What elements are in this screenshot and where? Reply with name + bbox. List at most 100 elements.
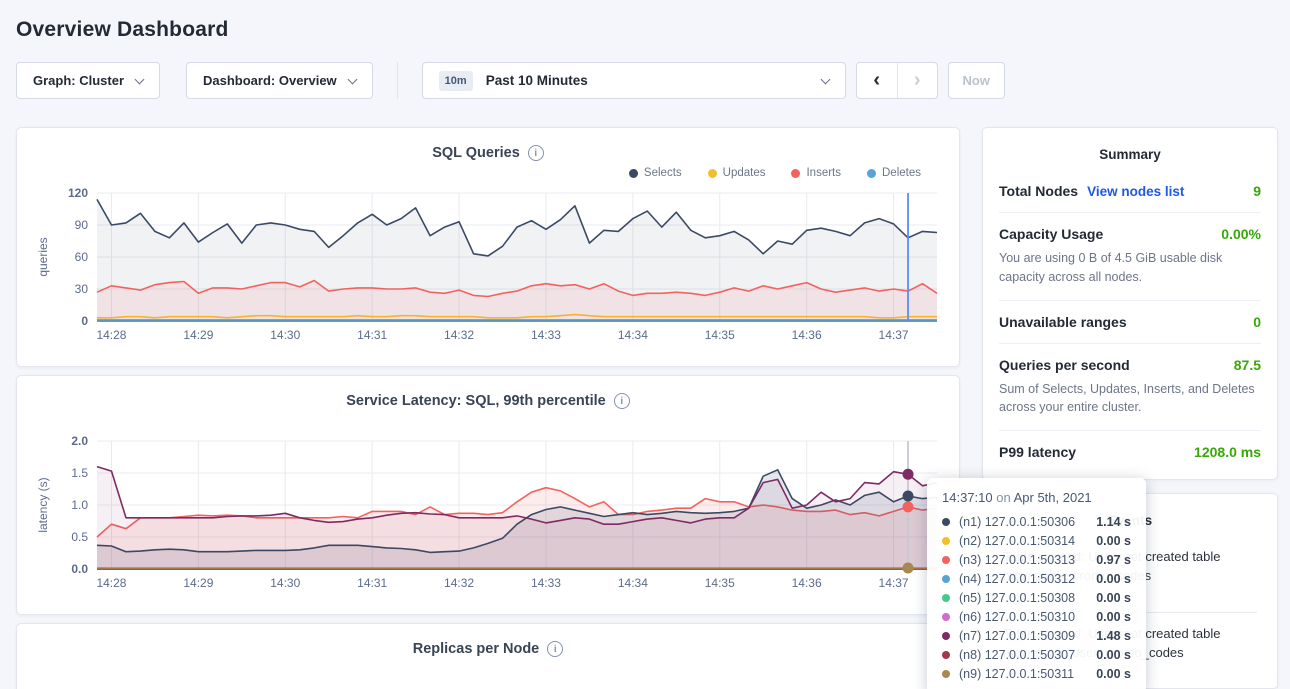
svg-text:queries: queries (36, 237, 50, 276)
svg-text:120: 120 (68, 186, 88, 200)
summary-item-capacity-usage: Capacity Usage 0.00% You are using 0 B o… (999, 212, 1261, 300)
service-latency-chart[interactable]: 0.00.51.01.52.014:2814:2914:3014:3114:32… (33, 433, 943, 593)
summary-item-p99-latency: P99 latency 1208.0 ms (999, 430, 1261, 473)
node-address: (n8) 127.0.0.1:50307 (959, 648, 1075, 662)
summary-item-value: 87.5 (1234, 357, 1261, 373)
tooltip-node-row: (n3) 127.0.0.1:503130.97 s (942, 550, 1131, 569)
now-button[interactable]: Now (948, 62, 1005, 99)
node-address: (n5) 127.0.0.1:50308 (959, 591, 1075, 605)
svg-text:14:31: 14:31 (357, 328, 387, 342)
summary-title: Summary (983, 128, 1277, 170)
summary-item-total-nodes: Total Nodes View nodes list 9 (999, 170, 1261, 212)
svg-text:0.5: 0.5 (71, 530, 88, 544)
legend-label: Selects (644, 167, 682, 179)
summary-item-value: 9 (1253, 183, 1261, 199)
node-latency-value: 1.14 s (1096, 515, 1131, 529)
node-color-dot-icon (942, 594, 950, 602)
node-latency-value: 1.48 s (1096, 629, 1131, 643)
summary-item-value: 0 (1253, 314, 1261, 330)
legend-item-selects: Selects (629, 167, 682, 179)
node-address: (n6) 127.0.0.1:50310 (959, 610, 1075, 624)
tooltip-node-row: (n8) 127.0.0.1:503070.00 s (942, 645, 1131, 664)
svg-text:60: 60 (75, 250, 89, 264)
svg-text:14:36: 14:36 (792, 328, 822, 342)
node-address: (n3) 127.0.0.1:50313 (959, 553, 1075, 567)
node-latency-value: 0.00 s (1096, 572, 1131, 586)
svg-text:14:33: 14:33 (531, 328, 561, 342)
svg-text:14:36: 14:36 (792, 576, 822, 590)
node-address: (n1) 127.0.0.1:50306 (959, 515, 1075, 529)
svg-text:14:34: 14:34 (618, 328, 648, 342)
node-color-dot-icon (942, 575, 950, 583)
chart-title: Service Latency: SQL, 99th percentile (346, 393, 606, 409)
replicas-per-node-chart-card: Replicas per Node i (16, 623, 960, 689)
svg-text:14:32: 14:32 (444, 328, 474, 342)
svg-text:14:30: 14:30 (270, 576, 300, 590)
legend-label: Updates (723, 167, 766, 179)
info-icon[interactable]: i (547, 641, 563, 657)
summary-item-title: Unavailable ranges (999, 314, 1127, 330)
time-range-badge: 10m (439, 71, 473, 91)
summary-item-title: Capacity Usage (999, 226, 1103, 242)
time-range-label: Past 10 Minutes (486, 73, 588, 88)
info-icon[interactable]: i (528, 145, 544, 161)
tooltip-node-row: (n4) 127.0.0.1:50312 0.00 s (942, 569, 1131, 588)
dashboard-select-label: Dashboard: Overview (203, 73, 337, 88)
chevron-down-icon (820, 74, 830, 84)
node-color-dot-icon (942, 613, 950, 621)
sql-queries-chart-card: SQL Queries i Selects Updates Inserts (16, 127, 960, 367)
view-nodes-list-link[interactable]: View nodes list (1087, 184, 1184, 199)
svg-text:14:31: 14:31 (357, 576, 387, 590)
node-color-dot-icon (942, 537, 950, 545)
summary-item-title: P99 latency (999, 444, 1076, 460)
sql-queries-chart[interactable]: 030609012014:2814:2914:3014:3114:3214:33… (33, 185, 943, 345)
node-address: (n7) 127.0.0.1:50309 (959, 629, 1075, 643)
tooltip-node-row: (n7) 127.0.0.1:50309 1.48 s (942, 626, 1131, 645)
svg-text:14:35: 14:35 (705, 328, 735, 342)
tooltip-node-row: (n5) 127.0.0.1:503080.00 s (942, 588, 1131, 607)
dashboard-select-dropdown[interactable]: Dashboard: Overview (186, 62, 373, 99)
svg-text:90: 90 (75, 218, 89, 232)
node-color-dot-icon (942, 518, 950, 526)
legend-label: Deletes (882, 167, 921, 179)
tooltip-node-row: (n2) 127.0.0.1:503140.00 s (942, 531, 1131, 550)
svg-text:0: 0 (81, 314, 88, 328)
chart-header: Service Latency: SQL, 99th percentile i (17, 376, 959, 409)
summary-item-title: Total Nodes (999, 183, 1078, 199)
node-color-dot-icon (942, 632, 950, 640)
node-address: (n4) 127.0.0.1:50312 (959, 572, 1075, 586)
summary-item-queries-per-second: Queries per second 87.5 Sum of Selects, … (999, 343, 1261, 431)
graph-scope-dropdown[interactable]: Graph: Cluster (16, 62, 160, 99)
svg-text:14:37: 14:37 (879, 576, 909, 590)
charts-column: SQL Queries i Selects Updates Inserts (16, 127, 960, 689)
dashboard-toolbar: Graph: Cluster Dashboard: Overview 10m P… (16, 62, 1278, 99)
svg-text:14:33: 14:33 (531, 576, 561, 590)
node-color-dot-icon (942, 651, 950, 659)
time-next-button[interactable]: › (897, 63, 937, 98)
node-latency-value: 0.00 s (1096, 610, 1131, 624)
time-prev-button[interactable]: ‹ (857, 63, 897, 98)
summary-item-unavailable-ranges: Unavailable ranges 0 (999, 300, 1261, 343)
svg-text:14:28: 14:28 (96, 576, 126, 590)
chart-title: Replicas per Node (413, 641, 540, 657)
latency-hover-tooltip: 14:37:10 on Apr 5th, 2021 (n1) 127.0.0.1… (927, 478, 1146, 689)
svg-text:14:34: 14:34 (618, 576, 648, 590)
tooltip-node-row: (n6) 127.0.0.1:50310 0.00 s (942, 607, 1131, 626)
svg-text:1.5: 1.5 (71, 466, 88, 480)
svg-text:0.0: 0.0 (71, 562, 88, 576)
time-range-dropdown[interactable]: 10m Past 10 Minutes (422, 62, 846, 99)
spacer (17, 409, 959, 433)
svg-text:14:35: 14:35 (705, 576, 735, 590)
svg-text:14:32: 14:32 (444, 576, 474, 590)
graph-scope-label: Graph: Cluster (33, 73, 124, 88)
svg-text:2.0: 2.0 (71, 434, 88, 448)
info-icon[interactable]: i (614, 393, 630, 409)
tooltip-node-row: (n1) 127.0.0.1:50306 1.14 s (942, 512, 1131, 531)
node-color-dot-icon (942, 670, 950, 678)
chevron-down-icon (135, 74, 145, 84)
summary-body: Total Nodes View nodes list 9 Capacity U… (983, 170, 1277, 479)
node-color-dot-icon (942, 556, 950, 564)
time-step-buttons: ‹ › (856, 62, 938, 99)
overview-dashboard-page: Overview Dashboard Graph: Cluster Dashbo… (0, 0, 1290, 689)
legend-label: Inserts (806, 167, 841, 179)
